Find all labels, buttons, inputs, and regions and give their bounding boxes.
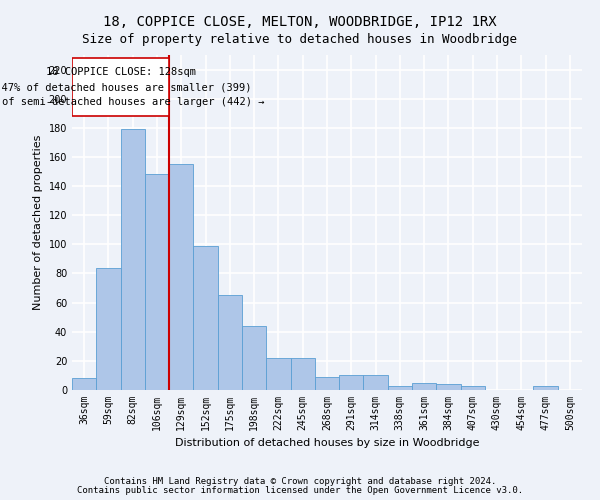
Bar: [290, 358, 315, 390]
Bar: [315, 377, 339, 390]
Bar: [533, 386, 558, 390]
Bar: [121, 130, 145, 390]
Bar: [388, 386, 412, 390]
Bar: [72, 378, 96, 390]
Text: Contains HM Land Registry data © Crown copyright and database right 2024.: Contains HM Land Registry data © Crown c…: [104, 477, 496, 486]
Bar: [145, 174, 169, 390]
Bar: [242, 326, 266, 390]
Bar: [218, 296, 242, 390]
Bar: [461, 386, 485, 390]
Bar: [266, 358, 290, 390]
Text: Contains public sector information licensed under the Open Government Licence v3: Contains public sector information licen…: [77, 486, 523, 495]
FancyBboxPatch shape: [72, 58, 169, 116]
Text: 18, COPPICE CLOSE, MELTON, WOODBRIDGE, IP12 1RX: 18, COPPICE CLOSE, MELTON, WOODBRIDGE, I…: [103, 15, 497, 29]
Text: Size of property relative to detached houses in Woodbridge: Size of property relative to detached ho…: [83, 32, 517, 46]
Text: 18 COPPICE CLOSE: 128sqm
← 47% of detached houses are smaller (399)
52% of semi-: 18 COPPICE CLOSE: 128sqm ← 47% of detach…: [0, 67, 265, 107]
Bar: [96, 268, 121, 390]
X-axis label: Distribution of detached houses by size in Woodbridge: Distribution of detached houses by size …: [175, 438, 479, 448]
Bar: [193, 246, 218, 390]
Bar: [436, 384, 461, 390]
Bar: [364, 376, 388, 390]
Bar: [339, 376, 364, 390]
Bar: [169, 164, 193, 390]
Bar: [412, 382, 436, 390]
Y-axis label: Number of detached properties: Number of detached properties: [33, 135, 43, 310]
